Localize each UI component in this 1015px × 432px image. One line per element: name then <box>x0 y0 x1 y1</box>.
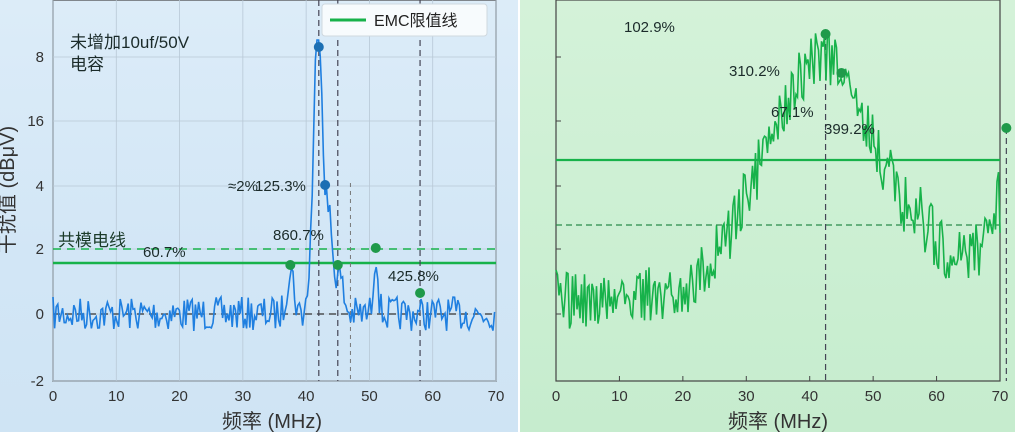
legend-label: EMC限值线 <box>374 12 458 30</box>
y-tick-label: 8 <box>36 49 44 66</box>
x-axis-label: 频率 (MHz) <box>222 410 322 432</box>
peak-marker-label: ≈2% <box>228 178 258 195</box>
x-tick-label: 30 <box>738 388 755 405</box>
x-tick-label: 20 <box>675 388 692 405</box>
peak-marker-label: 310.2% <box>729 63 780 80</box>
x-tick-label: 60 <box>928 388 945 405</box>
peak-marker-label: 425.8% <box>388 268 439 285</box>
x-tick-label: 10 <box>108 388 125 405</box>
plot-area <box>555 0 1001 382</box>
y-tick-label: 0 <box>36 306 44 323</box>
right-chart-panel: 0 10 20 30 40 50 60 70 102.9% 310.2% 67.1% 399.2% … <box>520 0 1015 432</box>
left-chart-panel: 0 10 20 30 40 50 60 70 -2 0 2 4 16 8 未增加10uf/50V 电容 ≈2%… <box>0 0 518 432</box>
peak-markers: 未增加10uf/50V 电容 ≈2%125.3% 60.7% 860.7% 425.8% <box>70 33 439 298</box>
x-tick-label: 30 <box>235 388 252 405</box>
x-tick-label: 60 <box>424 388 441 405</box>
right-chart: 0 10 20 30 40 50 60 70 102.9%310.2%67.1%399.2% … <box>552 0 1012 432</box>
peak-marker-label: 电容 <box>70 55 104 74</box>
peak-markers: 102.9% 310.2% 67.1% 399.2% <box>624 19 1012 138</box>
peak-marker-label: 60.7% <box>143 244 186 261</box>
series-line-trace <box>52 39 496 333</box>
peak-marker-dot <box>1001 123 1012 133</box>
peak-marker-dot <box>415 288 426 298</box>
peak-marker-label: 67.1% <box>771 104 814 121</box>
annotation-common-mode: 共模电线 <box>58 231 126 250</box>
x-tick-label: 40 <box>801 388 818 405</box>
y-tick-label: -2 <box>31 373 44 390</box>
x-tick-label: 40 <box>298 388 315 405</box>
reference-lines <box>556 34 1007 381</box>
axis-ticks: 0 10 20 30 40 50 60 70 <box>552 56 1009 405</box>
x-tick-label: 0 <box>49 388 57 405</box>
peak-marker-dot <box>320 180 331 190</box>
series-line-trace <box>555 31 1001 329</box>
x-tick-label: 20 <box>171 388 188 405</box>
peak-marker-dot <box>820 29 831 39</box>
peak-marker-label: 125.3% <box>255 178 306 195</box>
y-tick-label: 4 <box>36 178 44 195</box>
peak-marker-label: 未增加10uf/50V <box>70 33 190 52</box>
y-axis-label: 干扰值 (dBμV) <box>0 126 19 254</box>
peak-marker-label: 860.7% <box>273 227 324 244</box>
x-tick-label: 50 <box>865 388 882 405</box>
peak-marker-dot <box>836 68 847 78</box>
x-tick-label: 70 <box>992 388 1009 405</box>
x-tick-label: 70 <box>488 388 505 405</box>
y-tick-label: 16 <box>27 113 44 130</box>
peak-marker-dot <box>370 243 381 253</box>
x-tick-label: 50 <box>361 388 378 405</box>
peak-marker-dot <box>332 260 343 270</box>
legend-box <box>321 3 488 37</box>
panel-divider <box>518 0 520 432</box>
legend: EMC限值线 <box>321 3 488 37</box>
peak-marker-label: 399.2% <box>824 121 875 138</box>
peak-marker-dot <box>285 260 296 270</box>
x-tick-label: 0 <box>552 388 560 405</box>
peak-marker-dot <box>313 42 324 52</box>
y-tick-label: 2 <box>36 241 44 258</box>
x-axis-label: 频率 (MHz) <box>728 410 828 432</box>
peak-marker-label: 102.9% <box>624 19 675 36</box>
x-tick-label: 10 <box>611 388 628 405</box>
